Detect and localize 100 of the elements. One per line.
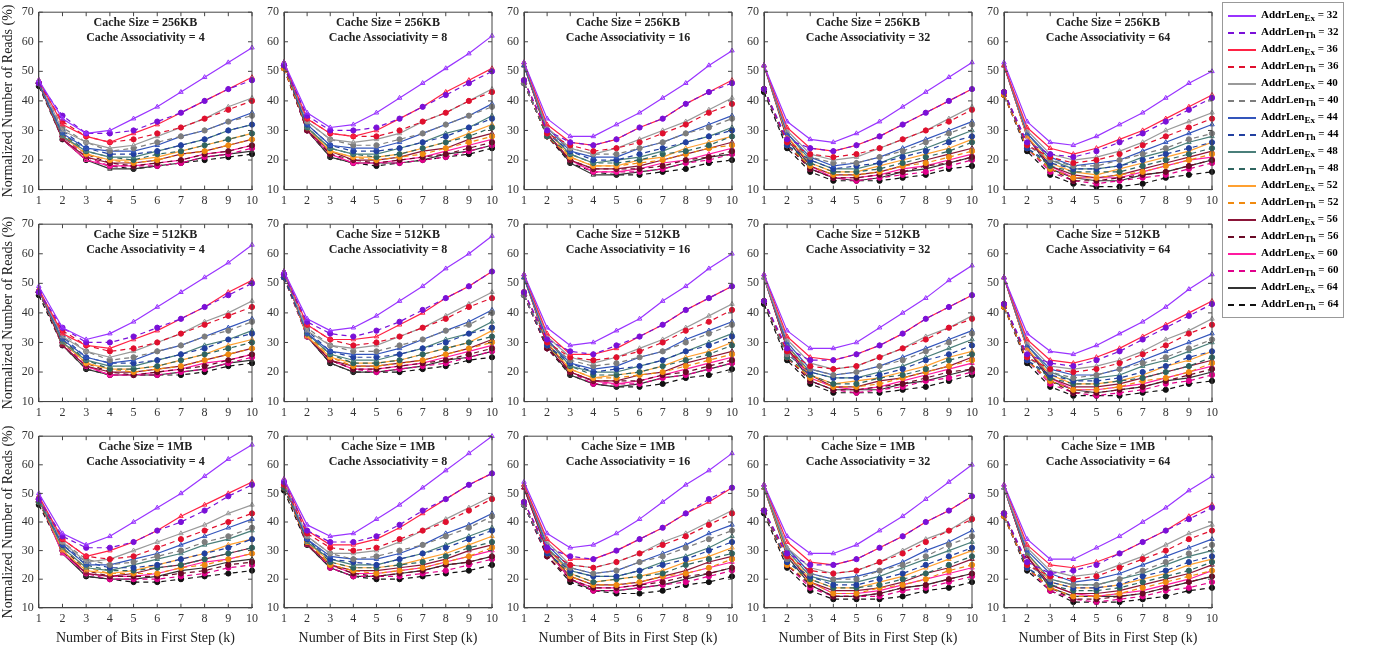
x-tick-label: 7 <box>177 611 184 626</box>
y-tick-label: 50 <box>747 275 759 290</box>
y-tick-label: 60 <box>21 245 34 260</box>
text: Cache Associativity = 8 <box>328 454 448 469</box>
y-tick-label: 50 <box>267 63 279 78</box>
y-tick-label: 40 <box>267 305 279 320</box>
x-tick-label: 9 <box>705 192 712 207</box>
y-tick-label: 70 <box>987 216 999 231</box>
y-tick-label: 70 <box>507 216 519 231</box>
x-tick-label: 7 <box>1139 404 1146 419</box>
y-tick-label: 60 <box>987 456 999 471</box>
x-tick-label: 4 <box>1070 192 1077 207</box>
y-tick-label: 70 <box>507 428 519 443</box>
x-tick-label: 7 <box>419 192 426 207</box>
x-tick-label: 1 <box>35 611 42 626</box>
y-tick-label: 70 <box>747 4 759 19</box>
x-tick-label: 8 <box>922 192 929 207</box>
y-tick-label: 50 <box>987 485 999 500</box>
x-axis-title: Number of Bits in First Step (k) <box>538 630 718 647</box>
y-tick-label: 40 <box>747 93 759 108</box>
y-tick-label: 10 <box>987 599 999 614</box>
chart-title: Cache Size = 512KB <box>336 227 440 242</box>
y-tick-label: 50 <box>747 63 759 78</box>
legend-label: AddrLen$_{Ex}$ = 32 <box>1261 7 1338 24</box>
y-tick-label: 60 <box>21 456 34 471</box>
x-tick-label: 1 <box>35 192 42 207</box>
x-tick-label: 9 <box>945 404 952 419</box>
y-tick-label: 30 <box>747 334 759 349</box>
x-tick-label: 1 <box>281 611 287 626</box>
x-tick-label: 6 <box>876 192 883 207</box>
x-tick-label: 9 <box>705 611 712 626</box>
chart-title: Cache Size = 256KB <box>816 15 920 30</box>
x-tick-label: 2 <box>544 611 551 626</box>
legend-label: AddrLen$_{Th}$ = 56 <box>1261 228 1339 245</box>
x-tick-label: 5 <box>853 192 860 207</box>
x-tick-label: 10 <box>1206 404 1218 419</box>
x-tick-label: 10 <box>246 611 258 626</box>
x-tick-label: 8 <box>201 611 208 626</box>
x-tick-label: 9 <box>945 192 952 207</box>
y-tick-label: 70 <box>507 4 519 19</box>
x-tick-label: 2 <box>304 611 311 626</box>
x-tick-label: 6 <box>154 611 161 626</box>
y-tick-label: 40 <box>21 305 34 320</box>
y-tick-label: 30 <box>267 334 279 349</box>
y-tick-label: 10 <box>987 393 999 408</box>
x-tick-label: 8 <box>201 192 208 207</box>
y-tick-label: 60 <box>21 33 34 48</box>
x-tick-label: 8 <box>1162 192 1169 207</box>
x-tick-label: 4 <box>350 611 357 626</box>
y-tick-label: 10 <box>507 181 519 196</box>
y-tick-label: 20 <box>267 152 279 167</box>
x-axis-title: Number of Bits in First Step (k) <box>298 630 478 647</box>
y-tick-label: 60 <box>507 456 519 471</box>
y-tick-label: 40 <box>747 514 759 529</box>
x-tick-label: 7 <box>177 404 184 419</box>
x-tick-label: 2 <box>1024 611 1031 626</box>
y-tick-label: 20 <box>21 152 34 167</box>
x-tick-label: 2 <box>304 404 311 419</box>
x-tick-label: 10 <box>246 404 258 419</box>
x-tick-label: 3 <box>807 192 814 207</box>
x-tick-label: 1 <box>281 192 287 207</box>
y-tick-label: 60 <box>747 245 759 260</box>
legend-label: AddrLen$_{Ex}$ = 52 <box>1261 177 1338 194</box>
x-tick-label: 4 <box>350 404 357 419</box>
x-tick-label: 2 <box>1024 404 1031 419</box>
x-tick-label: 7 <box>1139 611 1146 626</box>
y-tick-label: 10 <box>267 181 279 196</box>
y-tick-label: 70 <box>267 216 279 231</box>
x-tick-label: 1 <box>761 611 767 626</box>
x-tick-label: 10 <box>486 192 498 207</box>
y-tick-label: 20 <box>747 364 759 379</box>
x-tick-label: 2 <box>784 611 791 626</box>
x-tick-label: 8 <box>442 404 449 419</box>
x-tick-label: 5 <box>613 192 620 207</box>
x-tick-label: 9 <box>1185 404 1192 419</box>
x-tick-label: 8 <box>1162 404 1169 419</box>
y-tick-label: 50 <box>747 485 759 500</box>
x-tick-label: 2 <box>784 192 791 207</box>
x-tick-label: 7 <box>659 404 666 419</box>
y-tick-label: 40 <box>747 305 759 320</box>
y-tick-label: 40 <box>267 514 279 529</box>
x-tick-label: 10 <box>1206 192 1218 207</box>
legend-label: AddrLen$_{Ex}$ = 60 <box>1261 245 1338 262</box>
x-tick-label: 5 <box>373 611 380 626</box>
x-tick-label: 5 <box>613 404 620 419</box>
x-tick-label: 7 <box>659 192 666 207</box>
x-tick-label: 5 <box>130 404 137 419</box>
x-tick-label: 9 <box>225 192 232 207</box>
y-tick-label: 60 <box>987 245 999 260</box>
text: Cache Associativity = 4 <box>86 30 205 45</box>
y-tick-label: 70 <box>21 216 34 231</box>
x-axis-title: Number of Bits in First Step (k) <box>55 630 236 647</box>
x-tick-label: 6 <box>396 611 403 626</box>
y-tick-label: 50 <box>21 63 34 78</box>
x-tick-label: 1 <box>761 404 767 419</box>
y-tick-label: 60 <box>747 456 759 471</box>
y-tick-label: 30 <box>987 542 999 557</box>
y-tick-label: 50 <box>507 275 519 290</box>
y-tick-label: 10 <box>267 393 279 408</box>
x-tick-label: 6 <box>1116 611 1123 626</box>
